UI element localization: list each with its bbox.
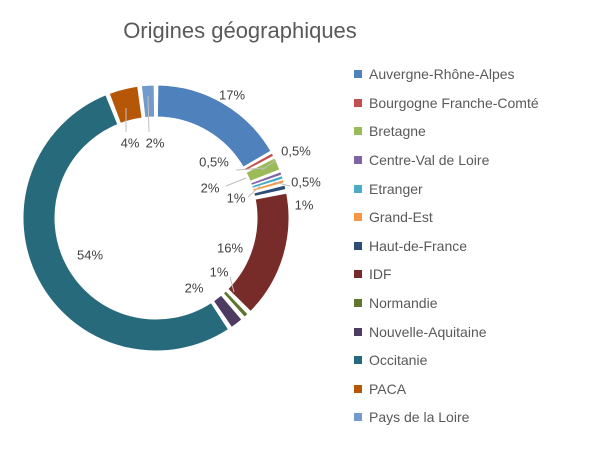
donut-slice-bourgogne-franche-comt- (243, 152, 275, 172)
data-label: 0,5% (291, 174, 321, 189)
legend-label: Normandie (369, 295, 438, 312)
legend-swatch (354, 299, 362, 308)
data-label: 2% (185, 280, 204, 295)
legend-swatch (354, 241, 362, 250)
legend-item: Etranger (354, 174, 539, 203)
donut-slice-auvergne-rh-ne-alpes (156, 84, 272, 168)
legend-label: Pays de la Loire (369, 409, 470, 426)
leader-line (147, 95, 150, 133)
leader-line (235, 167, 267, 171)
data-label: 0,5% (199, 154, 229, 169)
legend-item: PACA (354, 375, 539, 404)
legend-item: Auvergne-Rhône-Alpes (354, 60, 539, 89)
legend-swatch (354, 213, 362, 222)
data-label: 54% (77, 247, 103, 262)
legend-item: Normandie (354, 289, 539, 318)
legend-swatch (354, 327, 362, 336)
legend-swatch (354, 156, 362, 165)
donut-slice-occitanie (22, 94, 230, 352)
legend-label: Bourgogne Franche-Comté (369, 94, 539, 111)
legend-item: Nouvelle-Aquitaine (354, 317, 539, 346)
legend-item: Centre-Val de Loire (354, 146, 539, 175)
donut-slice-centre-val-de-loire (250, 171, 283, 186)
legend-label: Etranger (369, 180, 423, 197)
donut-slice-idf (227, 192, 290, 313)
leader-line (273, 181, 291, 187)
data-label: 1% (227, 190, 246, 205)
legend-swatch (354, 98, 362, 107)
data-label: 2% (201, 180, 220, 195)
legend-label: Occitanie (369, 352, 428, 369)
legend-swatch (354, 384, 362, 393)
donut-slice-paca (108, 85, 143, 125)
data-label: 1% (210, 264, 229, 279)
donut-slice-haut-de-france (253, 184, 287, 197)
donut-slice-normandie (222, 290, 249, 318)
legend-item: IDF (354, 260, 539, 289)
legend-label: Bretagne (369, 123, 426, 140)
data-label: 4% (121, 135, 140, 150)
legend-swatch (354, 127, 362, 136)
chart-legend: Auvergne-Rhône-Alpes Bourgogne Franche-Co… (354, 60, 539, 432)
data-label: 1% (295, 197, 314, 212)
legend-swatch (354, 356, 362, 365)
chart-title: Origines géographiques (123, 18, 357, 43)
legend-item: Grand-Est (354, 203, 539, 232)
leader-line (225, 177, 247, 187)
legend-label: Auvergne-Rhône-Alpes (369, 66, 515, 83)
legend-item: Bourgogne Franche-Comté (354, 89, 539, 118)
data-label: 17% (219, 87, 245, 102)
legend-swatch (354, 70, 362, 79)
legend-swatch (354, 184, 362, 193)
legend-item: Occitanie (354, 346, 539, 375)
legend-item: Bretagne (354, 117, 539, 146)
legend-label: Haut-de-France (369, 237, 468, 254)
legend-label: Centre-Val de Loire (369, 152, 490, 169)
legend-label: Grand-Est (369, 209, 433, 226)
legend-label: PACA (369, 380, 407, 397)
data-label: 2% (146, 135, 165, 150)
donut-slice-nouvelle-aquitaine (212, 294, 243, 329)
leader-line (261, 159, 277, 171)
leader-line (229, 276, 235, 293)
legend-label: IDF (369, 266, 392, 283)
legend-label: Nouvelle-Aquitaine (369, 323, 487, 340)
legend-swatch (354, 270, 362, 279)
leader-line (247, 185, 261, 198)
data-label: 0,5% (281, 143, 311, 158)
donut-slice-etranger (251, 175, 284, 189)
data-label: 16% (217, 240, 243, 255)
legend-item: Haut-de-France (354, 232, 539, 261)
legend-swatch (354, 413, 362, 422)
legend-item: Pays de la Loire (354, 403, 539, 432)
